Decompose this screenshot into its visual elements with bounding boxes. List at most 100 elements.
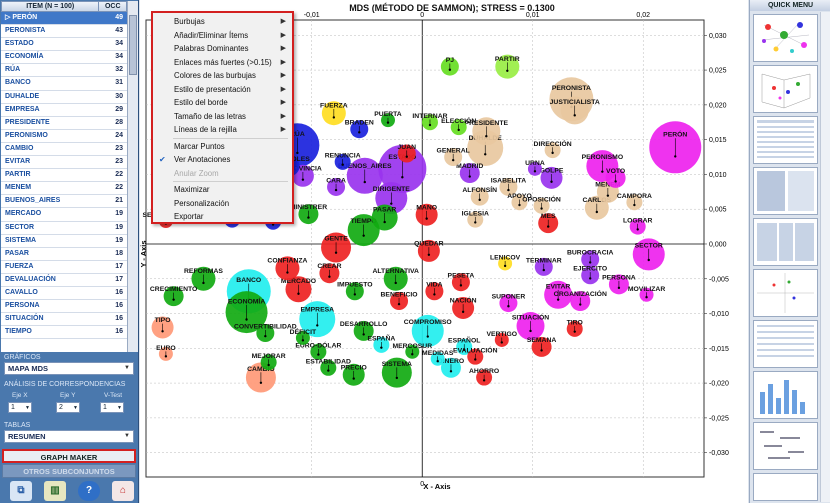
- graph-maker-button[interactable]: GRAPH MAKER: [2, 449, 136, 463]
- table-row[interactable]: EVITAR 23: [1, 156, 127, 170]
- thumbnail-wordmap[interactable]: [753, 422, 818, 470]
- bubble[interactable]: JUAN: [398, 144, 417, 163]
- graficos-select[interactable]: MAPA MDS ▼: [4, 362, 134, 375]
- bubble[interactable]: COMPROMISO: [404, 314, 452, 347]
- bubble[interactable]: EURO-DÓLAR: [295, 340, 341, 360]
- menu-item-1[interactable]: Añadir/Eliminar Ítems ▶: [153, 29, 292, 43]
- eje-y-select[interactable]: 2 ▼: [56, 402, 80, 413]
- bubble[interactable]: ESPAÑA: [367, 334, 395, 353]
- menu-item-2[interactable]: Palabras Dominantes ▶: [153, 42, 292, 56]
- bubble[interactable]: TIEMPO: [347, 214, 380, 247]
- bubble[interactable]: MERCADO: [281, 276, 316, 303]
- item-column-header[interactable]: ITEM (N = 100): [26, 3, 75, 10]
- thumbnail-3d-plot[interactable]: [753, 65, 818, 113]
- menu-item-0[interactable]: Burbujas ▶: [153, 15, 292, 29]
- bubble[interactable]: TIPO: [151, 316, 174, 339]
- bubble[interactable]: RENUNCIA: [325, 153, 361, 170]
- bubble[interactable]: IMPUESTO: [337, 282, 373, 301]
- bubble[interactable]: EVITAR: [544, 280, 573, 309]
- table-row[interactable]: MENEM 22: [1, 182, 127, 196]
- bubble[interactable]: CAMPORA: [617, 193, 652, 211]
- bubble[interactable]: MANO: [415, 203, 438, 226]
- bubble[interactable]: URNA: [525, 160, 545, 176]
- menu-item-14[interactable]: Exportar: [153, 210, 292, 224]
- bubble[interactable]: PERÓN: [649, 121, 702, 174]
- bubble[interactable]: CREAR: [317, 263, 342, 284]
- bubble[interactable]: CONFIANZA: [267, 256, 308, 281]
- table-row[interactable]: PASAR 18: [1, 248, 127, 261]
- bubble[interactable]: DINERO: [438, 357, 464, 378]
- menu-item-10[interactable]: Ver Anotaciones ✔: [153, 153, 292, 167]
- bubble[interactable]: PASAR: [371, 204, 398, 231]
- bubble[interactable]: EVALUACIÓN: [453, 345, 498, 365]
- bubble[interactable]: ESTABILIDAD: [306, 358, 351, 376]
- bubble[interactable]: BENEFICIO: [381, 291, 418, 311]
- thumbnail-scatter[interactable]: [753, 269, 818, 317]
- menu-item-9[interactable]: Marcar Puntos: [153, 140, 292, 154]
- table-row[interactable]: RÚA 32: [1, 64, 127, 78]
- help-icon[interactable]: ?: [78, 481, 100, 501]
- bubble[interactable]: CONVERTIBILIDAD: [234, 323, 297, 343]
- bubble[interactable]: TIRO: [567, 320, 583, 337]
- table-row[interactable]: SECTOR 19: [1, 222, 127, 235]
- bubble[interactable]: PRECIO: [341, 363, 367, 386]
- bubble[interactable]: SITUACIÓN: [512, 312, 549, 341]
- otros-subconjuntos-button[interactable]: OTROS SUBCONJUNTOS: [2, 464, 136, 478]
- menu-item-13[interactable]: Personalización: [153, 197, 292, 211]
- bubble[interactable]: SUPONER: [492, 293, 526, 313]
- bubble[interactable]: ELECCIÓN: [441, 116, 476, 136]
- bubble[interactable]: MES: [538, 213, 559, 234]
- bubble[interactable]: QUEDAR: [414, 239, 444, 262]
- bubble[interactable]: ESPAÑOL: [448, 336, 480, 355]
- table-row[interactable]: ECONOMÍA 34: [1, 51, 127, 65]
- bubble[interactable]: SEMANA: [527, 336, 557, 357]
- bubble[interactable]: MADRID: [456, 163, 483, 184]
- bubble[interactable]: PUERTA: [374, 111, 402, 128]
- table-row[interactable]: SISTEMA 19: [1, 235, 127, 248]
- bubble[interactable]: VOTO: [605, 167, 626, 188]
- bubble[interactable]: BUROCRACIA: [567, 250, 614, 269]
- thumbnail-table-4[interactable]: [753, 320, 818, 368]
- bubble[interactable]: APOYO: [507, 193, 532, 211]
- table-row[interactable]: DUHALDE 30: [1, 91, 127, 104]
- thumbnail-table-1[interactable]: [753, 116, 818, 164]
- bubble[interactable]: OPOSICIÓN: [522, 194, 561, 214]
- table-row[interactable]: PRESIDENTE 28: [1, 117, 127, 130]
- bubble[interactable]: GENERAL: [437, 147, 470, 167]
- table-row[interactable]: BUENOS_AIRES 21: [1, 195, 127, 209]
- bubble[interactable]: EURO: [156, 345, 176, 361]
- thumbnail-table-2[interactable]: [753, 167, 818, 215]
- bubble[interactable]: PRESIDENTE: [465, 117, 509, 146]
- table-row[interactable]: PERONISTA 43: [1, 25, 127, 39]
- bubble[interactable]: CRECIMIENTO: [150, 286, 197, 307]
- menu-item-4[interactable]: Colores de las burbujas ▶: [153, 69, 292, 83]
- bubble[interactable]: GENTE: [321, 232, 352, 263]
- bubble[interactable]: BUENOS_AIRES: [338, 157, 392, 194]
- menu-item-5[interactable]: Estilo de presentación ▶: [153, 83, 292, 97]
- bubble[interactable]: IGLESIA: [462, 210, 489, 228]
- table-row[interactable]: ▷ PERÓN 49: [1, 12, 127, 26]
- bar-chart-icon[interactable]: ▥: [44, 481, 66, 501]
- bubble[interactable]: ALTERNATIVA: [372, 266, 419, 291]
- thumbnail-partial[interactable]: [753, 473, 818, 501]
- bubble[interactable]: PERSONA: [602, 274, 636, 295]
- menu-item-12[interactable]: Maximizar: [153, 183, 292, 197]
- bubble[interactable]: NACIÓN: [450, 296, 477, 319]
- thumbnail-bars[interactable]: [753, 371, 818, 419]
- eje-x-select[interactable]: 1 ▼: [8, 402, 32, 413]
- bubble[interactable]: PJ: [440, 57, 459, 76]
- bubble[interactable]: VERTIGO: [486, 331, 517, 347]
- table-row[interactable]: EMPRESA 29: [1, 104, 127, 117]
- table-row[interactable]: CAMBIO 23: [1, 143, 127, 157]
- bubble[interactable]: INTERNAR: [412, 113, 448, 131]
- table-row[interactable]: BANCO 31: [1, 77, 127, 91]
- scrollbar-thumb[interactable]: [129, 15, 137, 75]
- menu-item-6[interactable]: Estilo del borde ▶: [153, 96, 292, 110]
- table-row[interactable]: PERSONA 16: [1, 300, 127, 314]
- thumbnail-table-3[interactable]: [753, 218, 818, 266]
- bubble[interactable]: ECONOMÍA: [225, 291, 268, 334]
- bubble[interactable]: ORGANIZACIÓN: [554, 289, 607, 312]
- table-row[interactable]: ESTADO 34: [1, 38, 127, 52]
- menu-item-8[interactable]: Líneas de la rejilla ▶: [153, 123, 292, 137]
- bubble[interactable]: MOVILIZAR: [628, 286, 665, 302]
